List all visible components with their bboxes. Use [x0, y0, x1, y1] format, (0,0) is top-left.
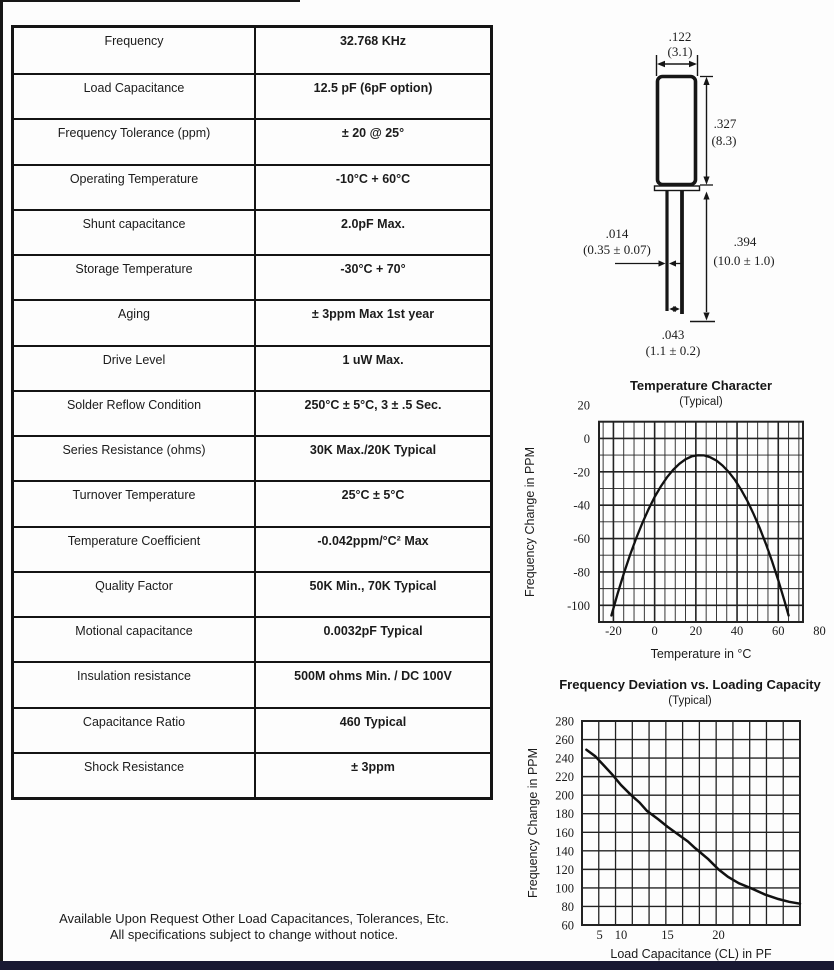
axis-tick-label: 100: [555, 881, 574, 895]
spec-param: Frequency: [104, 34, 164, 48]
spec-value: 1 uW Max.: [254, 344, 490, 390]
axis-tick-label: 80: [562, 900, 575, 914]
spec-param: Capacitance Ratio: [14, 706, 254, 752]
chart2-ylabel: Frequency Change in PPM: [526, 748, 540, 898]
axis-tick-label: 5: [597, 928, 603, 942]
package-outline-drawing: .122 (3.1) .327 (8.3) .014 (0.35 ± 0.07)…: [583, 29, 775, 358]
axis-tick-label: 180: [555, 807, 574, 821]
spec-param: Turnover Temperature: [14, 480, 254, 525]
spec-value: 250°C ± 5°C, 3 ± .5 Sec.: [254, 389, 490, 436]
spec-param: Aging: [14, 299, 254, 344]
spec-param: Motional capacitance: [14, 616, 254, 661]
dim-lead-spacing-in: .043: [662, 327, 685, 342]
axis-tick-label: 60: [772, 624, 785, 638]
axis-tick-label: 15: [661, 928, 674, 942]
spec-param: Temperature Coefficient: [14, 525, 254, 571]
scan-border-top: [0, 0, 300, 2]
frequency-deviation-chart: Frequency Deviation vs. Loading Capacity…: [526, 677, 822, 961]
spec-value: ± 20 @ 25°: [254, 118, 490, 164]
spec-param: Load Capacitance: [14, 73, 254, 118]
footer-line-2: All specifications subject to change wit…: [109, 926, 399, 942]
axis-tick-label: -100: [567, 599, 590, 613]
spec-value: 2.0pF Max.: [254, 208, 490, 255]
spec-value: -30°C + 70°: [254, 254, 490, 300]
spec-param: Frequency Tolerance (ppm): [14, 118, 254, 163]
spec-value: 32.768 KHz: [254, 28, 490, 74]
spec-value: -10°C + 60°C: [254, 163, 490, 209]
chart1-subtitle: (Typical): [679, 396, 723, 408]
dim-body-width-mm: (3.1): [668, 44, 693, 59]
axis-tick-label: -40: [573, 499, 590, 513]
chart1-title: Temperature Character: [630, 378, 772, 393]
temperature-character-chart: Temperature Character (Typical) Frequenc…: [523, 378, 826, 661]
footer-notes: Available Upon Request Other Load Capaci…: [8, 911, 500, 942]
axis-tick-label: 220: [555, 770, 574, 784]
axis-tick-label: 10: [615, 928, 628, 942]
spec-param: Shock Resistance: [14, 751, 254, 797]
spec-value: ± 3ppm Max 1st year: [254, 299, 490, 345]
axis-tick-label: 40: [731, 624, 744, 638]
scan-border-bottom: [0, 961, 834, 970]
dim-body-height-mm: (8.3): [712, 133, 737, 148]
spec-param: Drive Level: [14, 344, 254, 390]
axis-tick-label: -80: [573, 565, 590, 579]
axis-tick-label: 80: [813, 624, 826, 638]
spec-value: 0.0032pF Typical: [254, 616, 490, 662]
dim-lead-length-in: .394: [734, 234, 757, 249]
spec-value: 50K Min., 70K Typical: [254, 570, 490, 617]
spec-param: Solder Reflow Condition: [14, 389, 254, 435]
axis-tick-label: 240: [555, 752, 574, 766]
dim-body-width-in: .122: [669, 29, 692, 44]
spec-value: 25°C ± 5°C: [254, 480, 490, 526]
chart2-xlabel: Load Capacitance (CL) in PF: [610, 947, 772, 961]
chart1-xlabel: Temperature in °C: [651, 647, 752, 661]
spec-param: Shunt capacitance: [14, 208, 254, 254]
axis-tick-label: 20: [690, 624, 703, 638]
spec-value: 30K Max./20K Typical: [254, 435, 490, 481]
footer-line-1: Available Upon Request Other Load Capaci…: [59, 911, 449, 926]
axis-tick-label: 140: [555, 844, 574, 858]
spec-param: Series Resistance (ohms): [14, 435, 254, 480]
spec-value: 500M ohms Min. / DC 100V: [254, 661, 490, 707]
dim-lead-spacing-mm: (1.1 ± 0.2): [646, 343, 701, 358]
chart2-plot: 280 260 240 220 200 180 160 140 120 100 80 60 5 10 15 2…: [555, 715, 802, 942]
spec-value: ± 3ppm: [254, 751, 490, 797]
spec-param: Operating Temperature: [14, 163, 254, 209]
axis-tick-label: 200: [555, 789, 574, 803]
axis-tick-label: 260: [555, 733, 574, 747]
spec-value: 12.5 pF (6pF option): [254, 73, 490, 119]
axis-tick-label: 160: [555, 826, 574, 840]
axis-tick-label: -20: [605, 624, 622, 638]
spec-value: -0.042ppm/°C² Max: [254, 525, 490, 571]
dim-body-height-in: .327: [714, 116, 737, 131]
spec-param: Quality Factor: [14, 570, 254, 616]
axis-tick-label: 120: [555, 863, 574, 877]
axis-tick-label: 20: [712, 928, 725, 942]
axis-tick-label: -20: [573, 465, 590, 479]
chart2-title: Frequency Deviation vs. Loading Capacity: [559, 677, 821, 692]
spec-table: Frequency 32.768 KHz Load Capacitance 12.5 …: [11, 25, 493, 800]
axis-tick-label: 280: [555, 715, 574, 729]
axis-tick-label: 0: [652, 624, 658, 638]
scan-border-left: [0, 0, 3, 970]
axis-tick-label: 60: [562, 919, 575, 933]
dim-lead-dia-in: .014: [606, 226, 629, 241]
dim-lead-dia-mm: (0.35 ± 0.07): [583, 242, 651, 257]
dim-lead-length-mm: (10.0 ± 1.0): [713, 253, 774, 268]
spec-param: Storage Temperature: [14, 254, 254, 299]
axis-tick-label: 0: [584, 432, 590, 446]
chart2-subtitle: (Typical): [668, 695, 712, 707]
chart1-ylabel: Frequency Change in PPM: [523, 447, 537, 597]
spec-value: 460 Typical: [254, 706, 490, 752]
axis-tick-label: -60: [573, 532, 590, 546]
axis-tick-label: 20: [578, 399, 591, 413]
chart1-plot: 20 0 -20 -40 -60 -80 -100 -20 0 20 40 60 80: [567, 399, 826, 638]
spec-param: Insulation resistance: [14, 661, 254, 706]
